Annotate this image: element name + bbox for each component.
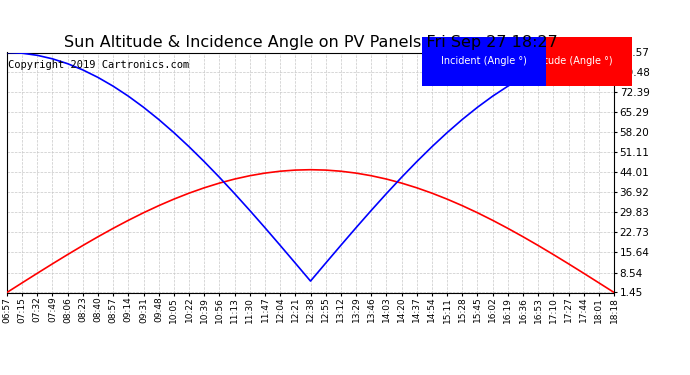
Title: Sun Altitude & Incidence Angle on PV Panels Fri Sep 27 18:27: Sun Altitude & Incidence Angle on PV Pan… bbox=[63, 35, 558, 50]
Text: Altitude (Angle °): Altitude (Angle °) bbox=[529, 56, 613, 66]
Text: Copyright 2019 Cartronics.com: Copyright 2019 Cartronics.com bbox=[8, 60, 189, 70]
Text: Incident (Angle °): Incident (Angle °) bbox=[441, 56, 527, 66]
